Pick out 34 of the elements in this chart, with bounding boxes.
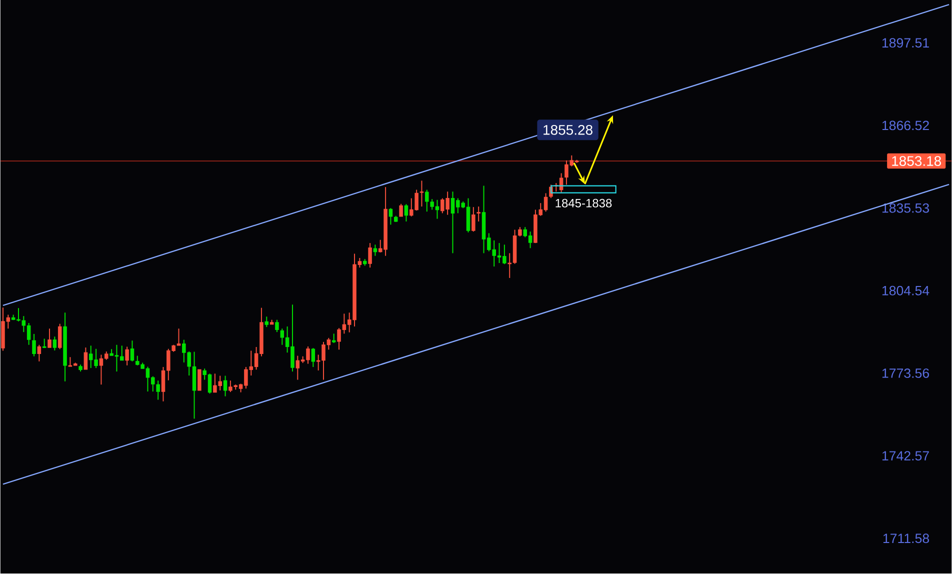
candlestick (198, 369, 202, 392)
y-tick-label: 1773.56 (882, 368, 929, 378)
candlestick (518, 226, 522, 238)
candlestick (32, 334, 36, 358)
candlestick (404, 204, 408, 222)
candlestick (311, 348, 316, 368)
candlestick (223, 376, 228, 398)
y-tick-label: 1897.51 (882, 38, 929, 48)
y-tick-label: 1711.58 (883, 534, 930, 544)
candlestick (476, 206, 480, 222)
candlestick (472, 206, 476, 232)
candlestick (125, 346, 129, 366)
candlestick (130, 340, 134, 362)
candlestick (264, 316, 269, 328)
y-tick-label: 1866.52 (882, 120, 929, 130)
ref-line-label: 1853.18 (892, 156, 942, 166)
y-tick-label: 1742.57 (882, 451, 929, 461)
y-tick-label: 1835.53 (882, 204, 929, 213)
candlestick (388, 208, 393, 226)
candlestick (48, 328, 52, 348)
candlestick (68, 356, 72, 368)
candlestick (84, 347, 88, 370)
candlestick (37, 344, 42, 362)
candlestick (26, 322, 31, 346)
candlestick (332, 333, 336, 344)
annotation: 1845-1838 (556, 199, 612, 208)
candlestick (58, 324, 62, 350)
candlestick (280, 328, 284, 346)
candlestick (52, 336, 57, 352)
y-tick-label: 1804.54 (882, 286, 930, 296)
candlestick (368, 242, 372, 268)
annotation: 1855.28 (544, 125, 592, 136)
candlestick (399, 204, 403, 218)
candlestick (275, 320, 279, 333)
